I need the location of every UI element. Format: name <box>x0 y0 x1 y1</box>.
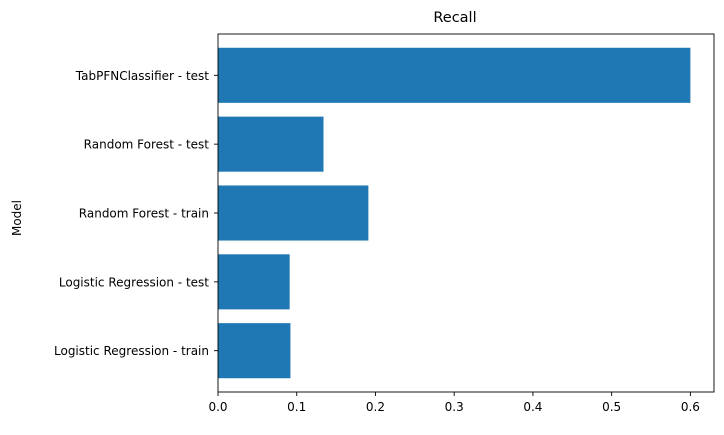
x-tick-label-0: 0.0 <box>208 400 227 414</box>
y-axis-label: Model <box>10 200 24 236</box>
axes-layer: Logistic Regression - train Logistic Regr… <box>54 33 715 414</box>
y-tick-label-3: Random Forest - test <box>84 138 210 152</box>
x-tick-label-2: 0.2 <box>366 400 385 414</box>
y-tick-label-1: Logistic Regression - test <box>59 275 209 289</box>
x-tick-label-3: 0.3 <box>445 400 464 414</box>
chart-title: Recall <box>433 10 476 26</box>
bar-1 <box>218 254 290 310</box>
bar-4 <box>218 47 691 103</box>
x-tick-label-6: 0.6 <box>681 400 700 414</box>
bar-3 <box>218 116 324 172</box>
bar-2 <box>218 185 369 241</box>
bars-layer <box>218 47 691 379</box>
y-tick-label-2: Random Forest - train <box>79 207 209 221</box>
y-tick-label-4: TabPFNClassifier - test <box>75 69 210 83</box>
bar-0 <box>218 323 291 379</box>
x-tick-label-1: 0.1 <box>287 400 306 414</box>
y-tick-label-0: Logistic Regression - train <box>54 344 209 358</box>
x-tick-label-5: 0.5 <box>602 400 621 414</box>
x-tick-label-4: 0.4 <box>523 400 542 414</box>
